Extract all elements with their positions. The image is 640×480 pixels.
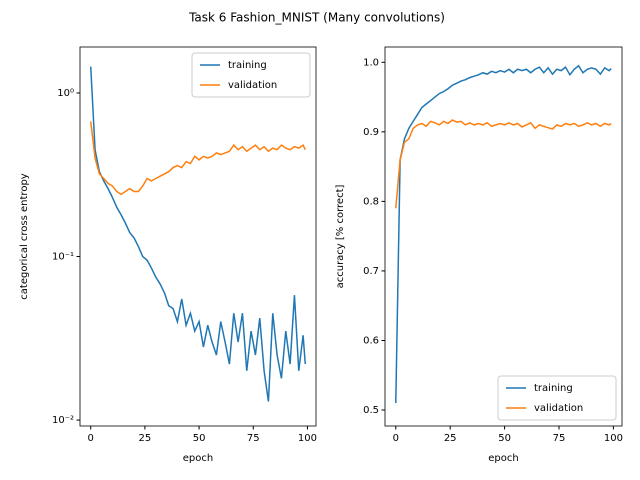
- x-tick-label: 75: [553, 433, 566, 444]
- x-tick-label: 0: [88, 433, 94, 444]
- x-axis-label: epoch: [488, 453, 518, 464]
- legend-label: training: [534, 383, 573, 394]
- y-tick-label: 10⁰: [57, 88, 74, 99]
- figure-title: Task 6 Fashion_MNIST (Many convolutions): [188, 11, 445, 25]
- x-axis-label: epoch: [183, 453, 213, 464]
- y-tick-label: 0.8: [363, 196, 379, 207]
- legend-label: training: [228, 60, 267, 71]
- x-tick-label: 50: [193, 433, 206, 444]
- x-tick-label: 0: [393, 433, 399, 444]
- y-axis-label: categorical cross entropy: [19, 173, 30, 300]
- legend-label: validation: [534, 403, 583, 414]
- y-tick-label: 10⁻²: [52, 415, 74, 426]
- legend: training validation: [497, 375, 617, 421]
- x-tick-label: 100: [298, 433, 317, 444]
- legend-label: validation: [228, 80, 277, 91]
- x-tick-label: 100: [604, 433, 623, 444]
- x-tick-label: 75: [247, 433, 260, 444]
- legend: training validation: [191, 52, 311, 98]
- legend-box: [191, 52, 311, 98]
- axes-frame: [79, 46, 317, 427]
- axes-frame: [384, 46, 623, 427]
- y-tick-label: 0.5: [363, 405, 379, 416]
- y-tick-label: 0.9: [363, 127, 379, 138]
- y-tick-label: 0.7: [363, 266, 379, 277]
- x-tick-label: 25: [139, 433, 152, 444]
- y-tick-label: 10⁻¹: [52, 252, 74, 263]
- y-tick-label: 1.0: [363, 57, 379, 68]
- x-tick-label: 50: [498, 433, 511, 444]
- y-axis-label: accuracy [% correct]: [335, 185, 346, 289]
- x-tick-label: 25: [444, 433, 457, 444]
- line: [395, 64, 612, 404]
- y-tick-label: 0.6: [363, 335, 379, 346]
- legend-box: [497, 375, 617, 421]
- line: [89, 66, 307, 402]
- line: [395, 119, 612, 209]
- line: [89, 121, 306, 196]
